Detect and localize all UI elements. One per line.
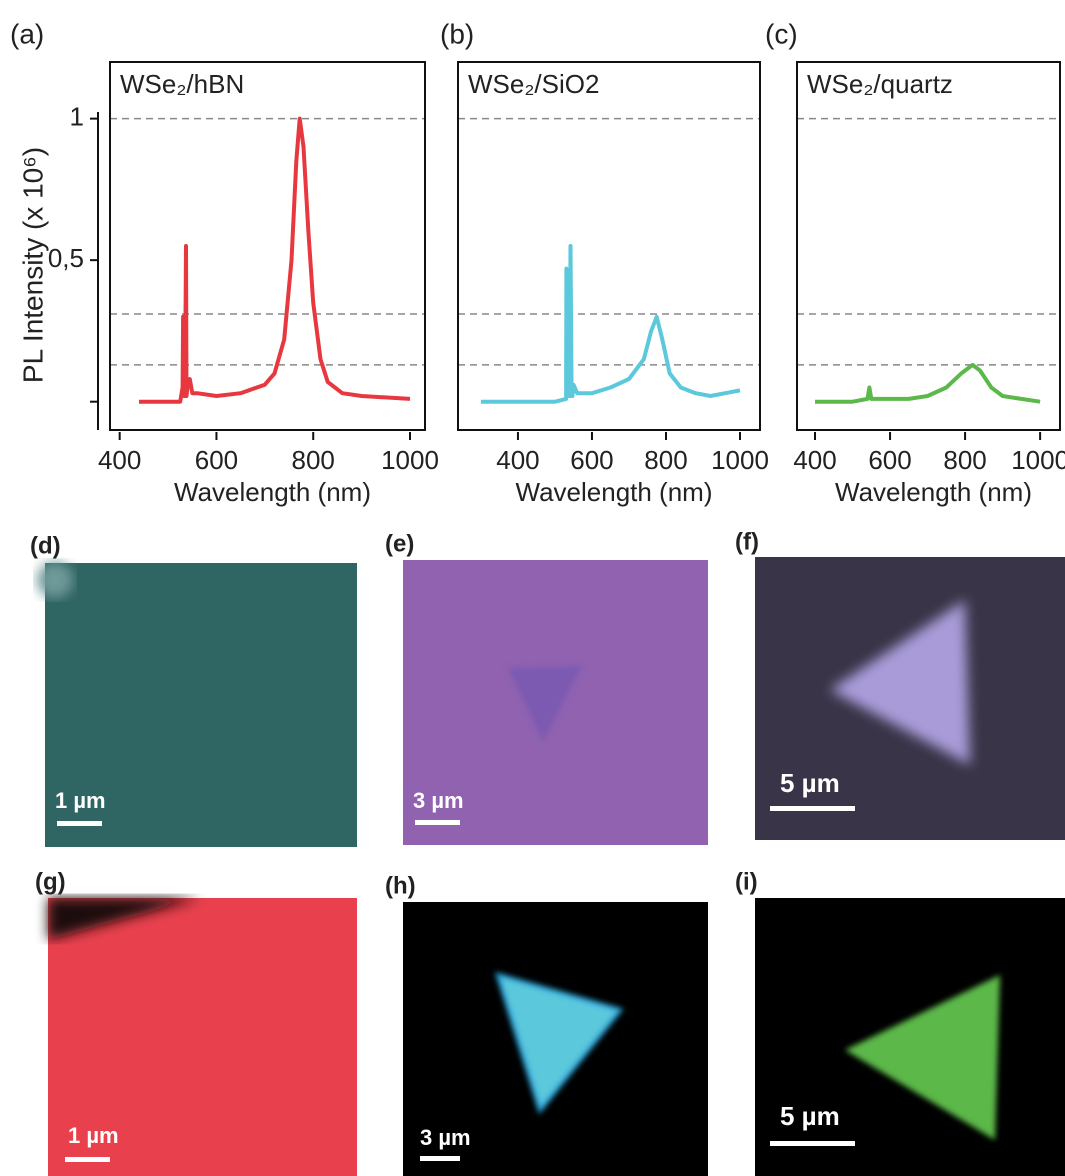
x-tick-label: 800 — [292, 445, 335, 475]
x-axis-label: Wavelength (nm) — [516, 477, 713, 507]
panel-label: (g) — [35, 868, 66, 895]
scale-bar — [415, 820, 460, 825]
scale-bar — [420, 1156, 460, 1161]
plot-title: WSe₂/hBN — [120, 69, 244, 99]
x-tick-label: 1000 — [381, 445, 439, 475]
x-tick-label: 400 — [793, 445, 836, 475]
figure: (d) 1 µm (e) 3 µm (f) 5 µm (g) 1 µm (h) … — [0, 0, 1065, 1176]
x-tick-label: 600 — [868, 445, 911, 475]
scale-bar — [770, 806, 855, 811]
panel-label: (c) — [765, 18, 798, 49]
scale-bar — [770, 1141, 855, 1146]
plot-frame — [110, 62, 425, 430]
pl-spectrum — [139, 119, 410, 402]
scale-bar-label: 3 µm — [420, 1125, 471, 1150]
x-axis-label: Wavelength (nm) — [835, 477, 1032, 507]
y-axis-label: PL Intensity (x 10⁶) — [17, 147, 48, 383]
panel-label: (i) — [735, 868, 758, 895]
x-axis-label: Wavelength (nm) — [174, 477, 371, 507]
panel-label: (d) — [30, 532, 61, 559]
image-feature — [37, 562, 73, 598]
panel-label: (b) — [440, 18, 474, 49]
scale-bar — [65, 1157, 110, 1162]
plot-title: WSe₂/quartz — [807, 69, 953, 99]
figure-canvas: (d) 1 µm (e) 3 µm (f) 5 µm (g) 1 µm (h) … — [0, 0, 1065, 1176]
panel-label: (f) — [735, 528, 759, 555]
scale-bar-label: 3 µm — [413, 788, 464, 813]
x-tick-label: 1000 — [711, 445, 769, 475]
scale-bar-label: 5 µm — [780, 1101, 840, 1131]
scale-bar-label: 5 µm — [780, 768, 840, 798]
x-tick-label: 600 — [570, 445, 613, 475]
y-tick-label: 0,5 — [48, 243, 84, 273]
panel-label: (h) — [385, 872, 416, 899]
plot-frame — [797, 62, 1060, 430]
x-tick-label: 800 — [644, 445, 687, 475]
x-tick-label: 1000 — [1011, 445, 1065, 475]
scale-bar — [57, 821, 102, 826]
x-tick-label: 400 — [98, 445, 141, 475]
x-tick-label: 400 — [496, 445, 539, 475]
scale-bar-label: 1 µm — [55, 788, 106, 813]
panel-label: (e) — [385, 530, 414, 557]
plot-frame — [458, 62, 760, 430]
pl-spectrum — [481, 246, 740, 402]
panel-label: (a) — [10, 18, 44, 49]
x-tick-label: 600 — [195, 445, 238, 475]
y-tick-label: 1 — [70, 101, 84, 131]
scale-bar-label: 1 µm — [68, 1123, 119, 1148]
x-tick-label: 800 — [943, 445, 986, 475]
pl-spectrum — [815, 365, 1040, 402]
plot-title: WSe₂/SiO2 — [468, 69, 599, 99]
